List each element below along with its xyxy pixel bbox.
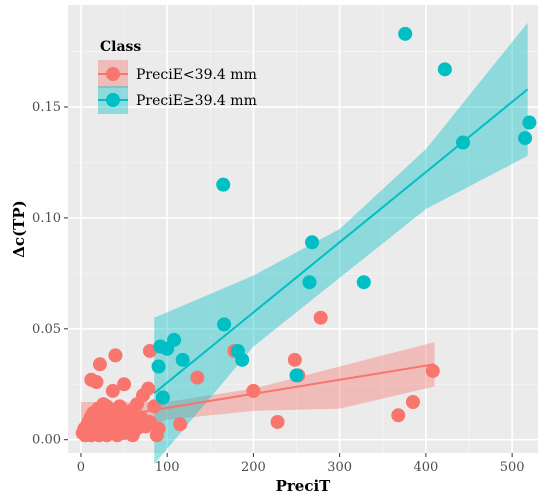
data-point-series-1 [425,363,440,378]
data-point-series-1 [112,399,127,414]
data-point-series-1 [287,352,302,367]
legend-label-2: PreciE≥39.4 mm [136,93,257,109]
x-tick-label: 500 [500,460,525,475]
confidence-band-series-2 [154,22,528,465]
data-point-series-2 [235,352,250,367]
x-tick-label: 200 [241,460,266,475]
data-point-series-2 [217,317,232,332]
y-tick-label: 0.15 [32,100,61,115]
data-point-series-2 [356,275,371,290]
data-point-series-1 [92,357,107,372]
data-point-series-2 [305,235,320,250]
data-points [75,26,537,443]
legend-key-2-point [106,93,120,107]
data-point-series-1 [151,421,166,436]
data-point-series-2 [289,368,304,383]
y-tick-label: 0.05 [32,322,61,337]
y-axis-title: Δc(TP) [10,200,28,257]
x-tick-label: 400 [413,460,438,475]
data-point-series-1 [246,383,261,398]
data-point-series-2 [518,131,533,146]
data-point-series-1 [99,399,114,414]
legend-label-1: PreciE<39.4 mm [136,67,257,83]
data-point-series-2 [175,352,190,367]
data-point-series-1 [405,394,420,409]
data-point-series-1 [147,399,162,414]
data-point-series-1 [270,414,285,429]
x-tick-label: 300 [327,460,352,475]
data-point-series-2 [437,62,452,77]
legend-key-1-point [106,67,120,81]
data-point-series-2 [522,115,537,130]
data-point-series-2 [302,275,317,290]
data-point-series-2 [167,332,182,347]
y-tick-label: 0.10 [32,211,61,226]
data-point-series-2 [455,135,470,150]
x-axis-title: PreciT [276,477,332,495]
data-point-series-1 [141,381,156,396]
data-point-series-2 [151,359,166,374]
data-point-series-1 [313,310,328,325]
data-point-series-1 [108,348,123,363]
y-tick-label: 0.00 [32,433,61,448]
data-point-series-1 [105,383,120,398]
x-axis-ticks: 0 100 200 300 400 500 [77,453,525,475]
grid-lines [68,5,538,453]
data-point-series-1 [117,377,132,392]
x-tick-label: 100 [155,460,180,475]
data-point-series-2 [155,390,170,405]
data-point-series-1 [173,417,188,432]
y-axis-ticks: 0.00 0.05 0.10 0.15 [32,100,68,448]
data-point-series-2 [216,177,231,192]
legend: Class PreciE<39.4 mm PreciE≥39.4 mm [98,39,257,114]
data-point-series-1 [391,408,406,423]
data-point-series-1 [89,375,104,390]
legend-title: Class [100,39,141,55]
data-point-series-1 [190,370,205,385]
data-point-series-2 [398,26,413,41]
x-tick-label: 0 [77,460,85,475]
